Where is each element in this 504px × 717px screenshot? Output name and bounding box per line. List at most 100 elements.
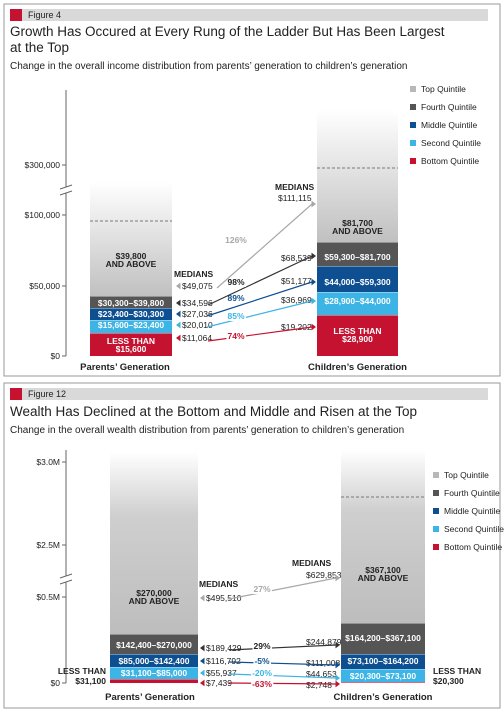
segment-range-label: $30,300–$39,800 [98, 298, 164, 308]
axis-break-mark [59, 579, 73, 585]
figure-label-square [10, 388, 22, 400]
median-value-children: $68,539 [281, 253, 312, 263]
median-arrowhead-parents [200, 669, 205, 677]
segment-range-label: $73,100–$164,200 [348, 656, 419, 666]
y-tick-label: $0 [51, 351, 61, 361]
percent-label-backing [252, 584, 272, 594]
bottom-quintile-range-label: LESS THAN $31,100 [58, 666, 106, 686]
axis-break-mark [59, 184, 73, 190]
y-tick-label: $300,000 [25, 160, 61, 170]
figure-4-panel: Figure 4 Growth Has Occured at Every Rung… [3, 3, 501, 377]
legend-swatch [410, 86, 416, 92]
legend-swatch [433, 526, 439, 532]
segment-range-label: $31,100–$85,000 [121, 668, 187, 678]
percent-change-label: -63% [252, 679, 272, 689]
percent-label-backing [251, 668, 274, 678]
figure-label-bar [10, 388, 488, 400]
percent-label-backing [252, 641, 272, 651]
legend-entry: Second Quintile [421, 138, 481, 148]
bar-parent-top-quintile [90, 182, 172, 296]
median-value-children: $629,853 [306, 570, 342, 580]
axis-break-gap [60, 576, 72, 582]
median-connector-line [228, 577, 337, 600]
segment-range-label: $270,000 AND ABOVE [129, 588, 180, 606]
legend-swatch [433, 544, 439, 550]
category-label-children: Children’s Generation [334, 692, 433, 703]
segment-range-label: $15,600–$23,400 [98, 320, 164, 330]
y-tick-label: $3.0M [36, 457, 60, 467]
segment-range-label: $85,000–$142,400 [119, 656, 190, 666]
median-connector-line [206, 281, 313, 317]
legend-entry: Fourth Quintile [421, 102, 477, 112]
segment-range-label: LESS THAN $28,900 [333, 326, 381, 344]
bar-child-middle-quintile [317, 266, 398, 292]
legend-entry: Fourth Quintile [444, 488, 500, 498]
median-value-children: $36,969 [281, 295, 312, 305]
median-value-children: $51,177 [281, 276, 312, 286]
percent-change-label: 29% [253, 641, 270, 651]
bar-child-second-quintile [317, 292, 398, 315]
chart-title: at the Top [10, 40, 69, 55]
figure-label-square [10, 9, 22, 21]
median-arrowhead-children [311, 252, 316, 260]
segment-range-label: $81,700 AND ABOVE [332, 218, 383, 236]
legend-swatch [410, 122, 416, 128]
legend-swatch [433, 490, 439, 496]
median-connector-line [228, 682, 337, 685]
median-arrowhead-children [335, 680, 340, 688]
bar-child-bottom-quintile [317, 315, 398, 356]
median-arrowhead-parents [176, 334, 181, 342]
percent-label-backing [253, 656, 271, 666]
median-arrowhead-parents [176, 321, 181, 329]
bar-parent-fourth-quintile [90, 296, 172, 308]
bar-parent-second-quintile [90, 320, 172, 333]
median-arrowhead-parents [176, 282, 181, 290]
median-value-parents: $27,036 [182, 309, 213, 319]
segment-range-label: $23,400–$30,300 [98, 309, 164, 319]
median-arrowhead-children [311, 297, 316, 305]
chart-subtitle: Change in the overall wealth distributio… [10, 425, 404, 436]
bar-child-fourth-quintile [341, 623, 425, 654]
bar-parent-bottom-quintile [90, 333, 172, 356]
median-value-children: $44,653 [306, 669, 337, 679]
y-tick-label: $0 [51, 678, 61, 688]
percent-change-label: 74% [227, 331, 244, 341]
median-connector-line [216, 203, 313, 289]
figure-label: Figure 4 [28, 10, 61, 20]
bar-parent-fourth-quintile [110, 634, 198, 654]
medians-header-parents: MEDIANS [174, 269, 214, 279]
legend-swatch [410, 140, 416, 146]
segment-range-label: $367,100 AND ABOVE [358, 565, 409, 583]
bar-parent-middle-quintile [90, 308, 172, 320]
percent-label-backing [226, 277, 246, 287]
bottom-quintile-range-label: LESS THAN $20,300 [433, 666, 481, 686]
legend-entry: Middle Quintile [421, 120, 477, 130]
percent-change-label: 89% [227, 293, 244, 303]
median-value-parents: $11,064 [182, 333, 212, 343]
median-connector-line [206, 300, 313, 328]
medians-header-parents: MEDIANS [199, 579, 239, 589]
median-arrowhead-parents [200, 679, 205, 687]
median-arrowhead-parents [176, 299, 181, 307]
figure-label-bar [10, 9, 488, 21]
bar-parent-top-quintile [110, 452, 198, 634]
bar-child-second-quintile [341, 669, 425, 682]
category-label-parents: Parents’ Generation [80, 362, 170, 373]
medians-header-children: MEDIANS [292, 558, 332, 568]
median-value-children: $244,879 [306, 637, 342, 647]
median-arrowhead-children [335, 661, 340, 669]
legend-swatch [433, 472, 439, 478]
median-connector-line [228, 644, 337, 651]
bar-child-middle-quintile [341, 654, 425, 669]
segment-range-label: $164,200–$367,100 [345, 633, 421, 643]
median-value-parents: $55,937 [206, 668, 237, 678]
median-value-parents: $116,792 [206, 656, 241, 666]
figure-frame [3, 3, 501, 377]
axis-break-gap [60, 187, 72, 193]
percent-label-backing [226, 293, 246, 303]
percent-change-label: 126% [225, 235, 247, 245]
median-arrowhead-children [311, 200, 316, 208]
bar-parent-second-quintile [110, 667, 198, 679]
percent-label-backing [226, 311, 246, 321]
chart-title: Growth Has Occured at Every Rung of the … [10, 24, 445, 39]
